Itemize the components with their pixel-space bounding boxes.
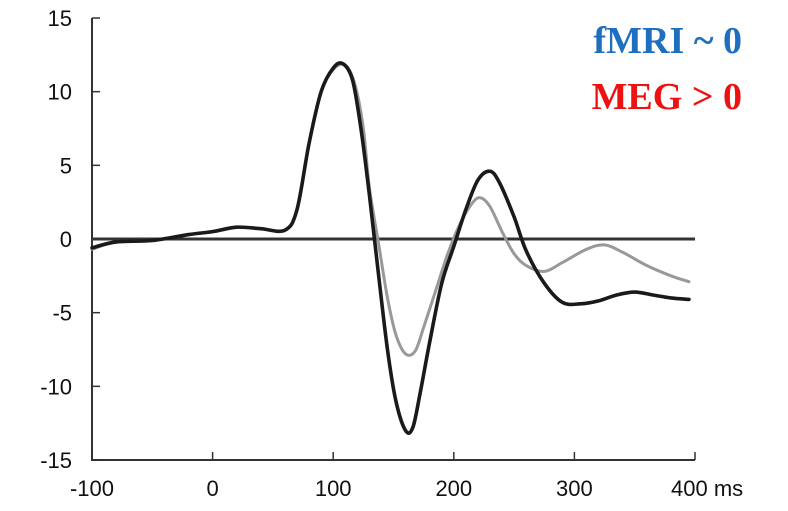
x-tick-label: -100 — [70, 476, 114, 501]
series-line-black — [90, 61, 691, 435]
y-tick-label: -5 — [52, 301, 72, 326]
x-tick-label: 200 — [435, 476, 472, 501]
x-tick-label: 400 ms — [671, 476, 743, 501]
y-tick-label: 15 — [48, 6, 72, 31]
meg-annotation: MEG > 0 — [592, 76, 742, 118]
fmri-annotation: fMRI ~ 0 — [593, 20, 742, 62]
y-tick-label: 5 — [60, 153, 72, 178]
x-tick-label: 0 — [206, 476, 218, 501]
series-layer — [90, 61, 691, 435]
x-tick-labels: -100 0 100 200 300 400 ms — [70, 452, 743, 501]
y-tick-label: 0 — [60, 227, 72, 252]
y-tick-labels: 15 10 5 0 -5 -10 -15 — [40, 6, 100, 473]
y-tick-label: -10 — [40, 374, 72, 399]
x-tick-label: 100 — [315, 476, 352, 501]
y-tick-label: 10 — [48, 80, 72, 105]
y-tick-label: -15 — [40, 448, 72, 473]
x-tick-label: 300 — [556, 476, 593, 501]
